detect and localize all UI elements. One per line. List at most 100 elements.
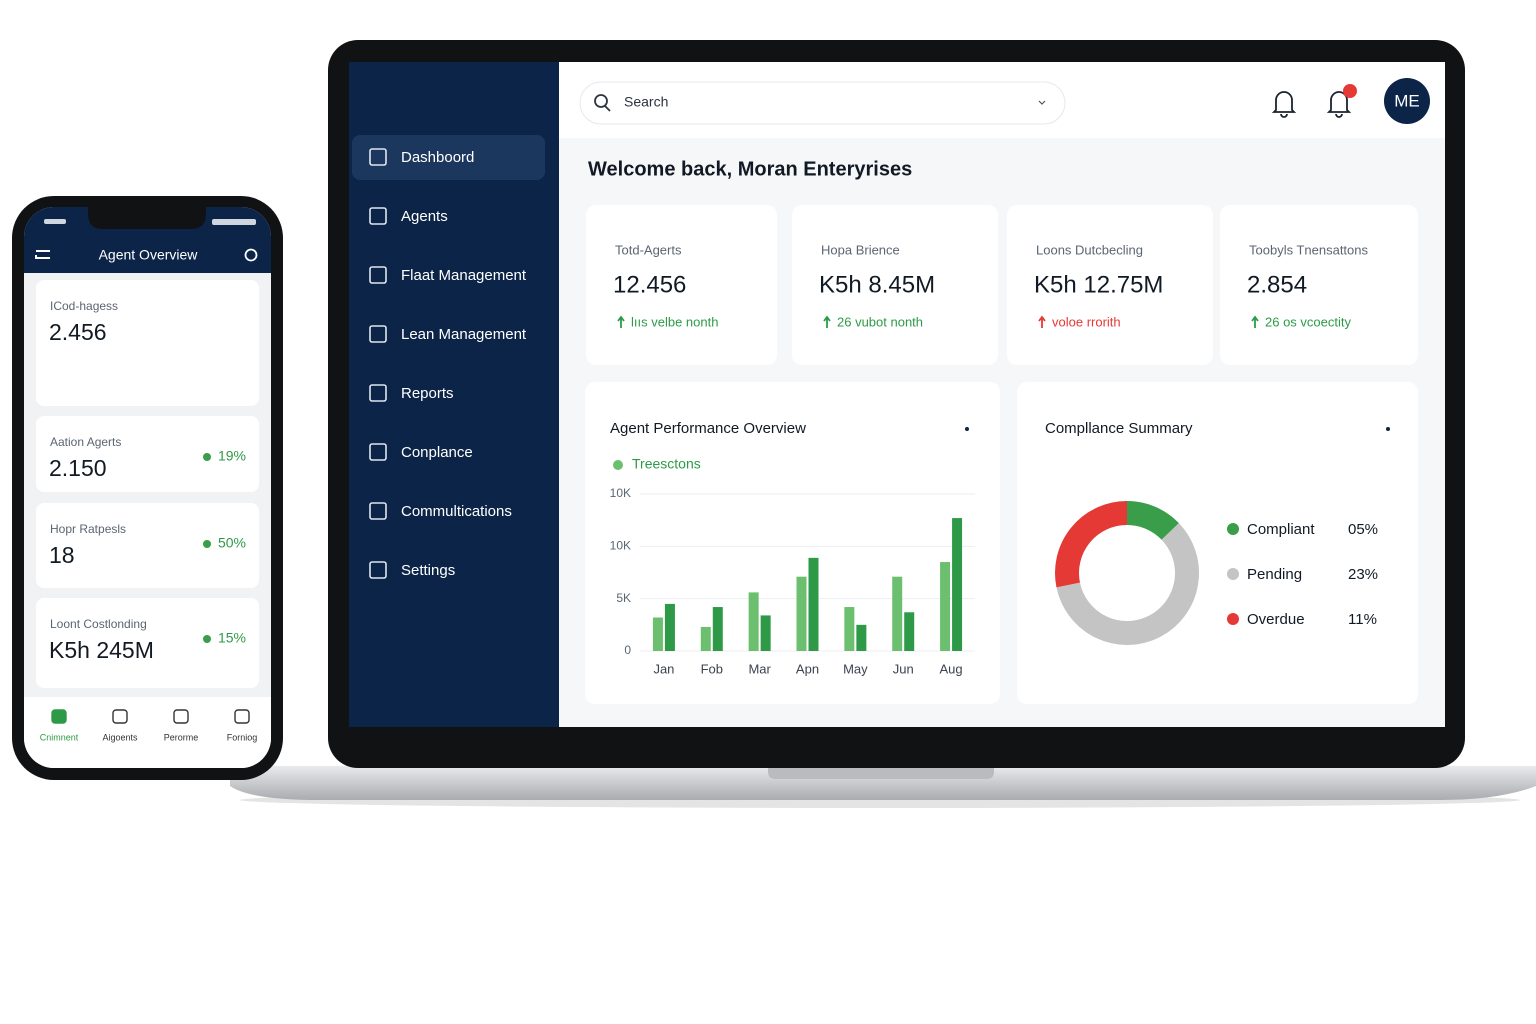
status-icons [44,219,66,224]
phone-title: Agent Overview [99,247,199,263]
bar [856,624,867,651]
bar [700,626,711,651]
trend-icon [1251,315,1259,328]
nav-icon [369,148,387,166]
search-icon [604,105,611,112]
legend-swatch [1227,523,1239,535]
phone-card-label: Hopr Ratpesls [50,522,126,536]
legend-label: Compliant [1247,521,1315,538]
phone-card-value: K5h 245M [49,637,154,663]
phone-card [36,598,259,688]
content: Dashboord Agents Flaat Management Lean Mana… [36,148,1418,742]
kpi-label: Toobyls Tnensattons [1249,242,1368,257]
kpi-card [586,205,777,365]
nav-icon [369,207,387,225]
phone-nav-icon [112,709,128,724]
phone-search-icon[interactable] [244,248,258,262]
search-box[interactable] [579,81,1066,125]
value-label: 11% [1348,611,1377,628]
phone-nav-item[interactable]: Cnimnent [40,732,79,742]
bar [652,617,663,651]
phone-card-label: Aation Agerts [50,435,121,449]
value-label: 23% [1348,566,1378,583]
bar [712,607,723,651]
phone-card-change: 15% [218,630,246,646]
nav-item[interactable]: Dashboord [401,149,474,166]
x-tick-label: Apn [796,661,819,676]
bar [892,576,903,651]
phone-nav-icon [234,709,250,724]
legend-swatch [613,460,623,470]
x-tick-label: Mar [748,661,771,676]
x-tick-label: Aug [940,661,963,676]
kpi-card [1007,205,1213,365]
avatar[interactable] [1384,78,1430,124]
kpi-note: 26 vubot nonth [837,314,923,329]
search-caret [1038,100,1046,105]
phone-nav-icon [51,709,67,724]
nav-item[interactable]: Commultications [401,503,512,520]
kpi-note: lııs velbe nonth [631,314,718,329]
nav-item[interactable]: Conplance [401,444,473,461]
nav-item[interactable]: Flaat Management [401,267,527,284]
search-icon [594,94,608,108]
bar [760,615,771,651]
nav-icon [369,561,387,579]
bell-icon[interactable] [1271,91,1297,118]
card-menu[interactable] [1386,427,1390,431]
laptop-notch [768,766,994,779]
bar [952,518,963,651]
welcome-title: Welcome back, Moran Enteryrises [588,158,912,180]
kpi-value: 12.456 [613,271,686,298]
nav-item[interactable]: Agents [401,208,448,225]
phone-notch [88,207,206,229]
nav-item[interactable]: Settings [401,562,455,579]
change-icon [203,635,211,643]
sidebar-active [352,135,545,180]
bar [844,607,855,651]
card-menu[interactable] [965,427,969,431]
legend-label: Treesctons [632,456,701,472]
donut-segment [1055,501,1128,588]
kpi-value: K5h 12.75M [1034,271,1163,298]
y-tick-label: 5K [616,591,631,605]
x-tick-label: Jun [893,661,914,676]
phone-card-change: 19% [218,448,246,464]
bar [904,612,915,651]
phone-nav-item[interactable]: Forniog [227,732,258,742]
phone-card [36,503,259,588]
x-tick-label: Jan [653,661,674,676]
phone-card-value: 18 [49,542,75,568]
nav-icon [369,325,387,343]
phone-card-value: 2.150 [49,455,107,481]
kpi-note: voloe rrorith [1052,314,1121,329]
notification-icon[interactable] [1326,91,1352,118]
nav-item[interactable]: Reports [401,385,454,402]
kpi-value: K5h 8.45M [819,271,935,298]
kpi-note: 26 os vcoectity [1265,314,1351,329]
phone-header [24,207,271,273]
kpi-label: Totd-Agerts [615,242,682,257]
phone-card-value: 2.456 [49,319,107,345]
chart-title: Agent Performance Overview [610,420,806,437]
phone-nav [24,697,271,768]
trend-icon [1038,315,1046,328]
phone-nav-item[interactable]: Perorme [164,732,199,742]
phone-nav-item[interactable]: Aigoents [102,732,138,742]
phone-card-label: ICod-hagess [50,299,118,313]
search-placeholder: Search [624,94,668,110]
kpi-value: 2.854 [1247,271,1307,298]
menu-icon[interactable] [35,250,50,259]
phone-card [36,416,259,492]
phone-nav-icon [173,709,189,724]
nav-item[interactable]: Lean Management [401,326,527,343]
change-icon [203,453,211,461]
phone-card-change: 50% [218,535,246,551]
nav-icon [369,443,387,461]
donut-segment [1126,501,1179,541]
bar [664,603,675,651]
kpi-label: Loons Dutcbecling [1036,242,1143,257]
bar [748,592,759,651]
legend-swatch [1227,568,1239,580]
